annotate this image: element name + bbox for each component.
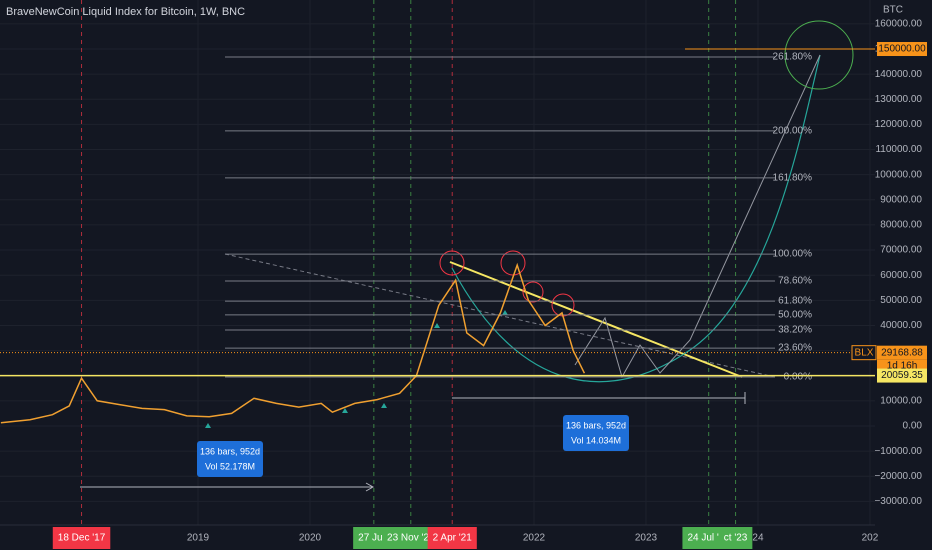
y-tick-label: 130000.00 (875, 94, 923, 105)
measure-bars: 136 bars, 952d (200, 446, 260, 456)
price-label: 20059.35 (881, 370, 923, 381)
price-axis (875, 0, 932, 550)
fib-label: 200.00% (773, 126, 813, 137)
y-tick-label: 50000.00 (880, 295, 922, 306)
fib-label: 100.00% (773, 249, 813, 260)
y-tick-label: 10000.00 (880, 395, 922, 406)
measure-vol: Vol 14.034M (571, 435, 621, 445)
y-tick-label: 100000.00 (875, 169, 923, 180)
tag-label: BLX (855, 347, 874, 358)
date-marker-label: 24 Jul '23 (687, 533, 730, 544)
drawings (0, 20, 854, 492)
fib-label: 161.80% (773, 173, 813, 184)
y-tick-label: 40000.00 (880, 320, 922, 331)
y-tick-label: −10000.00 (874, 446, 922, 457)
projection-arc (451, 54, 821, 383)
fib-label: 23.60% (778, 343, 812, 354)
x-tick-label: 2022 (523, 533, 546, 544)
fib-label: 38.20% (778, 325, 812, 336)
measure-arrow (365, 482, 375, 492)
price-label: 150000.00 (878, 44, 926, 55)
y-tick-label: 110000.00 (875, 144, 922, 155)
y-tick-label: 80000.00 (880, 220, 922, 231)
date-marker-label: 23 Nov '20 (387, 533, 435, 544)
y-tick-label: 0.00 (903, 421, 923, 432)
fib-label: 61.80% (778, 296, 812, 307)
date-marker-box (718, 527, 753, 549)
chart-title: BraveNewCoin Liquid Index for Bitcoin, 1… (6, 6, 245, 18)
fib-label: 78.60% (778, 276, 812, 287)
y-tick-label: 160000.00 (875, 19, 923, 30)
y-tick-label: 70000.00 (880, 245, 922, 256)
price-line (0, 262, 586, 424)
y-tick-label: 140000.00 (875, 69, 923, 80)
price-label: 29168.88 (881, 347, 923, 358)
y-tick-label: −30000.00 (874, 496, 922, 507)
x-tick-label: 2023 (635, 533, 658, 544)
fib-label: 50.00% (778, 310, 812, 321)
peak-circle (439, 250, 465, 276)
measure-vol: Vol 52.178M (205, 461, 255, 471)
target-circle (784, 20, 854, 90)
date-marker-label: ct '23 (724, 533, 748, 544)
measure-box (197, 441, 263, 477)
date-marker-box (382, 527, 440, 549)
x-tick-label: 24 (752, 533, 764, 544)
measure-bars: 136 bars, 952d (566, 420, 626, 430)
y-tick-label: −20000.00 (874, 471, 922, 482)
peak-circle (522, 281, 544, 303)
date-marker-box (427, 527, 477, 549)
y-tick-label: 120000.00 (875, 119, 923, 130)
x-tick-label: 2020 (299, 533, 322, 544)
price-label-box (877, 42, 927, 57)
y-tick-label: 60000.00 (880, 270, 922, 281)
measure-box (563, 415, 629, 451)
tag-box (851, 345, 877, 361)
projection-path (574, 54, 821, 379)
price-label-box (877, 345, 927, 360)
fib-label: 261.80% (773, 52, 813, 63)
date-marker-label: 18 Dec '17 (58, 533, 106, 544)
fib-label: 0.00% (784, 372, 812, 383)
price-label-box (877, 368, 927, 383)
x-tick-label: 202 (862, 533, 879, 544)
axis-unit: BTC (883, 5, 903, 16)
y-tick-label: 90000.00 (880, 194, 922, 205)
date-marker-box (52, 527, 111, 549)
x-tick-label: 2019 (187, 533, 210, 544)
countdown-label: 1d 16h (887, 360, 918, 371)
date-marker-label: 2 Apr '21 (433, 533, 473, 544)
date-marker-label: 27 Jul ' (358, 533, 389, 544)
dashed-trendline (224, 253, 776, 378)
